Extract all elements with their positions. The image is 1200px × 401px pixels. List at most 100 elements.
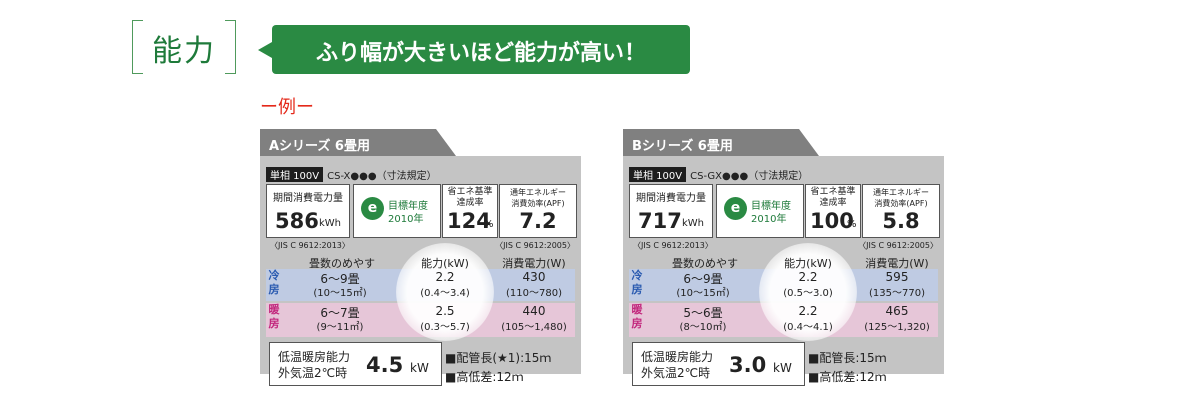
col-power: 消費電力(W) — [865, 257, 929, 270]
heat-room: 5～6畳 — [683, 306, 723, 320]
low-temp-heating-box: 低温暖房能力 外気温2℃時 4.5 kW — [269, 342, 442, 386]
low-temp-value: 4.5 — [366, 353, 404, 377]
bracket-left — [132, 20, 143, 74]
low-temp-label-1: 低温暖房能力 — [278, 350, 351, 364]
achievement-rate-label: 省エネ基準 達成率 — [447, 187, 493, 208]
cool-capacity: 2.2 — [798, 270, 818, 284]
bracket-right — [225, 20, 236, 74]
period-power-box: 期間消費電力量 717 kWh — [629, 184, 713, 238]
period-power-unit: kWh — [319, 218, 342, 229]
low-temp-value: 3.0 — [729, 353, 767, 377]
target-year-value: 2010年 — [388, 214, 424, 225]
heat-capacity: 2.5 — [435, 304, 455, 318]
mode-cool-label: 冷房 — [631, 269, 643, 296]
col-room-size: 畳数のめやす — [672, 257, 738, 270]
model-line: 単相 100V CS-X●●●（寸法規定） — [266, 167, 437, 182]
heat-power-range: (125～1,320) — [864, 322, 930, 333]
target-year-box: e 目標年度 2010年 — [353, 184, 441, 238]
heat-capacity: 2.2 — [798, 304, 818, 318]
card-body: 単相 100V CS-X●●●（寸法規定） 期間消費電力量 586 kWh e 目… — [260, 156, 581, 386]
low-temp-label-2: 外気温2℃時 — [641, 366, 711, 380]
card-tab: Bシリーズ 6畳用 — [623, 129, 819, 156]
model-line: 単相 100V CS-GX●●●（寸法規定） — [629, 167, 808, 182]
period-power-box: 期間消費電力量 586 kWh — [266, 184, 350, 238]
energy-saving-logo-icon: e — [361, 197, 384, 220]
example-label: ー例ー — [260, 97, 314, 118]
period-power-unit: kWh — [682, 218, 705, 229]
target-year-label: 目標年度 — [751, 201, 791, 212]
cool-room-sub: (10～15㎡) — [313, 288, 367, 299]
cool-capacity-range: (0.5～3.0) — [783, 288, 833, 299]
card-title: Aシリーズ 6畳用 — [269, 139, 370, 154]
jis-standard-right: 〈JIS C 9612:2005〉 — [858, 241, 938, 250]
mode-cool-label: 冷房 — [268, 269, 280, 296]
target-year-label: 目標年度 — [388, 201, 428, 212]
card-body: 単相 100V CS-GX●●●（寸法規定） 期間消費電力量 717 kWh e … — [623, 156, 944, 386]
period-power-value: 717 — [638, 209, 682, 233]
heating-values: 6～7畳 (9～11㎡) 2.5 (0.3～5.7) 440 (105～1,48… — [266, 303, 575, 337]
callout-banner: ふり幅が大きいほど能力が高い！ — [258, 25, 690, 74]
cool-power: 595 — [885, 270, 909, 284]
heat-room-sub: (9～11㎡) — [316, 322, 364, 333]
col-capacity: 能力(kW) — [784, 257, 832, 270]
low-temp-label-2: 外気温2℃時 — [278, 366, 348, 380]
achievement-rate-label: 省エネ基準 達成率 — [810, 187, 856, 208]
heat-power: 440 — [522, 304, 546, 318]
section-title-text: 能力 — [152, 34, 216, 69]
jis-standard-right: 〈JIS C 9612:2005〉 — [495, 241, 575, 250]
achievement-rate-unit: % — [847, 219, 857, 230]
jis-standard-left: 〈JIS C 9612:2013〉 — [270, 241, 350, 250]
apf-label: 通年エネルギー 消費効率(APF) — [873, 188, 929, 208]
heat-capacity-range: (0.3～5.7) — [420, 322, 470, 333]
col-room-size: 畳数のめやす — [309, 257, 375, 270]
period-power-label: 期間消費電力量 — [273, 193, 343, 204]
target-year-value: 2010年 — [751, 214, 787, 225]
capacity-highlight — [396, 243, 494, 341]
callout-text: ふり幅が大きいほど能力が高い！ — [315, 41, 646, 66]
cool-power-range: (110～780) — [506, 288, 562, 299]
cooling-values: 6～9畳 (10～15㎡) 2.2 (0.4～3.4) 430 (110～780… — [266, 269, 575, 301]
target-year-box: e 目標年度 2010年 — [716, 184, 804, 238]
apf-label: 通年エネルギー 消費効率(APF) — [510, 188, 566, 208]
apf-box: 通年エネルギー 消費効率(APF) 5.8 — [862, 184, 940, 238]
phase-badge: 単相 100V — [266, 167, 324, 182]
phase-badge: 単相 100V — [629, 167, 687, 182]
apf-value: 7.2 — [519, 209, 557, 233]
heat-power: 465 — [885, 304, 909, 318]
achievement-rate-box: 省エネ基準 達成率 100 % — [805, 184, 861, 238]
cool-capacity-range: (0.4～3.4) — [420, 288, 470, 299]
spec-card-a: Aシリーズ 6畳用 単相 100V CS-X●●●（寸法規定） 期間消費電力量 5… — [260, 129, 581, 386]
heat-capacity-range: (0.4～4.1) — [783, 322, 833, 333]
card-title: Bシリーズ 6畳用 — [632, 139, 733, 154]
cool-capacity: 2.2 — [435, 270, 455, 284]
cool-power-range: (135～770) — [869, 288, 925, 299]
pipe-length: ■配管長(★1):15ｍ — [445, 351, 552, 365]
mode-heat-label: 暖房 — [631, 303, 643, 330]
low-temp-heating-box: 低温暖房能力 外気温2℃時 3.0 kW — [632, 342, 805, 386]
apf-box: 通年エネルギー 消費効率(APF) 7.2 — [499, 184, 577, 238]
col-capacity: 能力(kW) — [421, 257, 469, 270]
jis-standard-left: 〈JIS C 9612:2013〉 — [633, 241, 713, 250]
achievement-rate-value: 124 — [447, 209, 491, 233]
capacity-highlight — [759, 243, 857, 341]
period-power-value: 586 — [275, 209, 319, 233]
energy-saving-logo-icon: e — [724, 197, 747, 220]
achievement-rate-unit: % — [484, 219, 494, 230]
card-tab: Aシリーズ 6畳用 — [260, 129, 456, 156]
period-power-label: 期間消費電力量 — [636, 193, 706, 204]
mode-heat-label: 暖房 — [268, 303, 280, 330]
col-power: 消費電力(W) — [502, 257, 566, 270]
heat-room: 6～7畳 — [320, 306, 360, 320]
model-name: CS-GX●●●（寸法規定） — [690, 171, 809, 182]
cool-room: 6～9畳 — [320, 272, 360, 286]
cool-power: 430 — [522, 270, 546, 284]
section-title: 能力 — [132, 20, 236, 74]
low-temp-unit: kW — [410, 361, 429, 375]
heating-values: 5～6畳 (8～10㎡) 2.2 (0.4～4.1) 465 (125～1,32… — [629, 303, 938, 337]
low-temp-unit: kW — [773, 361, 792, 375]
heat-power-range: (105～1,480) — [501, 322, 567, 333]
height-difference: ■高低差:12ｍ — [445, 370, 524, 384]
height-difference: ■高低差:12ｍ — [808, 370, 887, 384]
cooling-values: 6～9畳 (10～15㎡) 2.2 (0.5～3.0) 595 (135～770… — [629, 269, 938, 301]
cool-room: 6～9畳 — [683, 272, 723, 286]
